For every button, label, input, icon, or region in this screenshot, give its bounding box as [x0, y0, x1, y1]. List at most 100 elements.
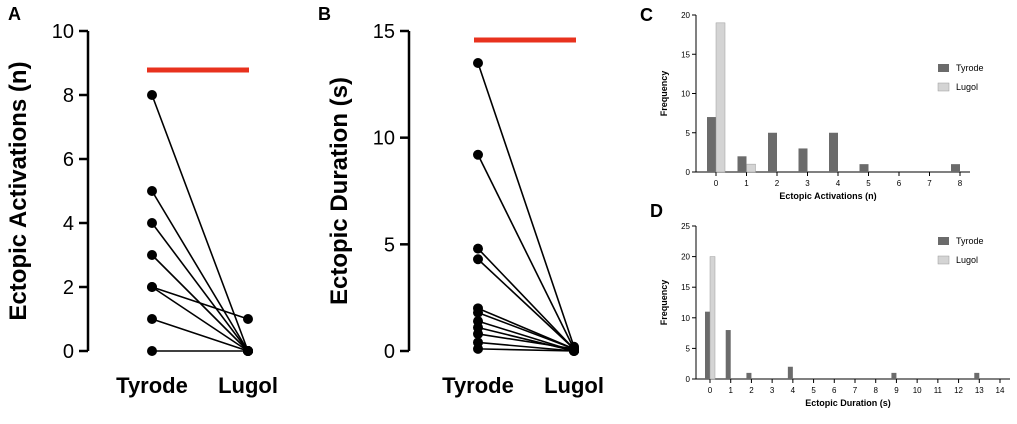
panel-a-y-tick-label: 6 — [63, 149, 74, 171]
panel-d-legend-swatch-tyrode — [938, 237, 949, 245]
panel-c-legend-label-lugol: Lugol — [956, 82, 978, 92]
panel-c-x-tick-label: 5 — [866, 179, 871, 188]
panel-d-x-tick-label: 13 — [975, 386, 984, 395]
panel-a-pair-line — [151, 222, 249, 352]
panel-d-x-tick-label: 6 — [832, 386, 837, 395]
panel-b-pair-line — [477, 154, 575, 350]
panel-c-x-tick-label: 4 — [836, 179, 841, 188]
panel-c-bar-tyrode — [829, 132, 838, 172]
panel-a-pair-line — [151, 94, 249, 352]
panel-b-label: B — [318, 4, 331, 24]
panel-a-tyrode-point — [147, 314, 157, 324]
panel-b-lugol-point — [569, 346, 579, 356]
panel-b-tyrode-point — [473, 307, 483, 318]
panel-b-pair-line — [477, 258, 575, 350]
panel-a-lugol-point — [243, 314, 253, 324]
panel-c-legend-swatch-lugol — [937, 82, 950, 92]
panel-d-bar-tyrode — [974, 372, 980, 379]
panel-c-x-tick-label: 2 — [775, 179, 780, 188]
panel-c-y-tick-label: 10 — [681, 90, 690, 99]
panel-c-bar-lugol — [746, 163, 756, 173]
panel-d-bar-lugol — [709, 256, 716, 380]
panel-a-y-tick-label: 8 — [63, 85, 74, 107]
panel-b-y-tick-label: 15 — [373, 21, 395, 43]
panel-a-tyrode-point — [147, 346, 157, 356]
panel-a-y-axis-label: Ectopic Activations (n) — [5, 61, 32, 320]
panel-d-y-tick-label: 20 — [681, 253, 690, 262]
panel-d-bar-tyrode — [705, 311, 710, 379]
panel-c-bar-tyrode — [951, 164, 960, 172]
panel-d-x-tick-label: 8 — [873, 386, 878, 395]
panel-d-legend-label-tyrode: Tyrode — [956, 236, 984, 246]
panel-d-label: D — [650, 201, 663, 221]
panel-d-x-tick-label: 10 — [913, 386, 922, 395]
panel-a-tyrode-point — [147, 90, 157, 100]
panel-b-tyrode-point — [473, 328, 483, 339]
panel-d-y-axis-label: Frequency — [659, 280, 669, 326]
panel-c-x-tick-label: 8 — [958, 179, 963, 188]
panel-c-y-axis-label: Frequency — [659, 71, 669, 117]
panel-c-bar-tyrode — [768, 132, 777, 172]
panel-c-y-tick-label: 5 — [686, 129, 691, 138]
panel-c-legend-label-tyrode: Tyrode — [956, 63, 984, 73]
panel-a-lugol-point — [243, 346, 253, 356]
panel-d-x-tick-label: 5 — [811, 386, 816, 395]
panel-d-x-tick-label: 12 — [954, 386, 963, 395]
panel-b-tyrode-point — [473, 58, 483, 68]
panel-b-tyrode-point — [473, 254, 483, 265]
panel-a-tyrode-point — [147, 282, 157, 292]
panel-c-bar-tyrode — [798, 148, 808, 172]
panel-b-y-tick-label: 10 — [373, 128, 395, 150]
panel-d-x-tick-label: 2 — [749, 386, 754, 395]
panel-d-y-tick-label: 10 — [681, 314, 690, 323]
panel-a-category-label: Lugol — [218, 373, 278, 398]
panel-d-y-tick-label: 0 — [686, 375, 691, 384]
panel-d-y-tick-label: 25 — [681, 222, 690, 231]
panel-b-category-label: Lugol — [544, 373, 604, 398]
panel-d-bar-tyrode — [787, 366, 793, 379]
panel-d-legend-label-lugol: Lugol — [956, 255, 978, 265]
panel-b-pair-line — [477, 348, 575, 352]
panel-d-x-tick-label: 3 — [770, 386, 775, 395]
panel-c-bar-tyrode — [859, 164, 869, 172]
panel-a-tyrode-point — [147, 218, 157, 228]
panel-c-y-tick-label: 0 — [686, 168, 691, 177]
panel-b-y-tick-label: 0 — [384, 341, 395, 363]
panel-b-tyrode-point — [473, 243, 483, 254]
panel-b-pair-line — [477, 248, 575, 350]
panel-c-histogram: 0 5 10 15 20 0 1 2 3 4 5 6 7 8 Ectopic Activations (n)… — [659, 11, 984, 201]
panel-a-pair-line — [151, 190, 249, 352]
panel-a-category-label: Tyrode — [116, 373, 188, 398]
panel-c-bar-lugol — [715, 22, 726, 173]
panel-a-pair-line — [151, 286, 249, 352]
panel-b-pair-line — [477, 341, 575, 352]
panel-a-label: A — [8, 4, 21, 24]
panel-a-y-tick-label: 2 — [63, 277, 74, 299]
panel-d-y-tick-label: 5 — [686, 344, 691, 353]
panel-d-x-axis-label: Ectopic Duration (s) — [805, 398, 891, 408]
panel-c-label: C — [640, 5, 653, 25]
panel-a-y-tick-label: 0 — [63, 341, 74, 363]
panel-a-pair-line — [151, 318, 249, 352]
panel-c-x-axis-label: Ectopic Activations (n) — [779, 191, 876, 201]
panel-a-paired-plot: 0 2 4 6 8 10 Tyrode Lugol Ectopic Activations (n… — [5, 21, 278, 398]
panel-b-tyrode-point — [473, 149, 483, 160]
panel-d-legend-swatch-lugol — [937, 255, 950, 265]
panel-d-x-tick-label: 1 — [728, 386, 733, 395]
panel-c-x-tick-label: 0 — [714, 179, 719, 188]
panel-c-bar-tyrode — [707, 117, 716, 172]
panel-a-y-tick-label: 4 — [63, 213, 74, 235]
panel-b-pair-line — [477, 333, 575, 350]
panel-d-bar-tyrode — [725, 330, 731, 379]
panel-b-tyrode-point — [473, 343, 483, 354]
panel-b-category-label: Tyrode — [442, 373, 514, 398]
panel-d-x-tick-label: 9 — [894, 386, 899, 395]
panel-b-paired-plot: 0 5 10 15 Tyrode Lugol Ectopic Duration (s) — [326, 21, 604, 398]
panel-d-bar-tyrode — [746, 372, 752, 379]
panel-b-pair-line — [477, 62, 575, 347]
panel-d-y-tick-label: 15 — [681, 283, 690, 292]
panel-d-bar-tyrode — [891, 372, 897, 379]
panel-c-bar-tyrode — [737, 156, 747, 172]
panel-a-tyrode-point — [147, 186, 157, 196]
